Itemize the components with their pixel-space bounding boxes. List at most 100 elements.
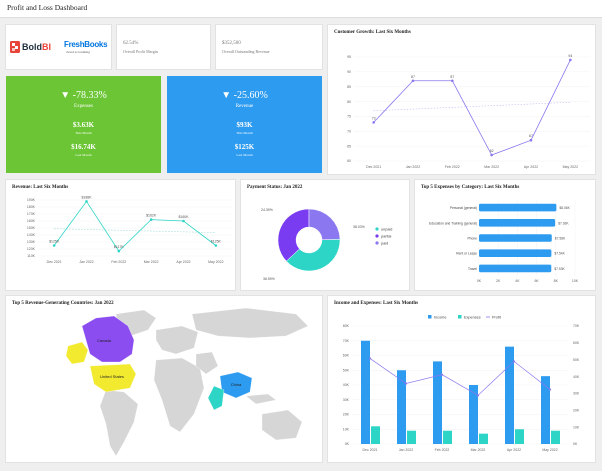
legend-label: Income	[434, 315, 446, 319]
data-label: $8.06K	[559, 206, 570, 210]
y-tick-label: 70K	[343, 339, 350, 343]
map-india	[207, 385, 225, 411]
y2-tick-label: 0K	[573, 442, 578, 446]
map-europe	[155, 325, 199, 355]
x-tick-label: 8K	[554, 279, 559, 283]
pie-slice	[277, 208, 310, 262]
y-tick-label: 120K	[27, 247, 36, 251]
income-bar	[505, 346, 514, 444]
y-tick-label: 60	[347, 159, 351, 163]
y-tick-label: 60K	[343, 354, 350, 358]
data-point	[117, 249, 121, 253]
category-label: Rent or Lease	[456, 252, 477, 256]
outstanding-revenue-card: $352,500 Overall Outstanding Revenue	[215, 24, 323, 70]
data-label: 62	[490, 149, 494, 153]
x-tick-label: May 2022	[208, 260, 223, 264]
category-label: Travel	[468, 267, 477, 271]
y-tick-label: 130K	[27, 240, 36, 244]
boldbi-logo	[10, 40, 20, 53]
map-label-china: China	[231, 382, 242, 387]
legend-label: paid	[381, 241, 388, 245]
income-bar	[541, 376, 550, 444]
income-expenses-card: Income and Expenses: Last Six Months 80K…	[327, 295, 596, 463]
legend-label: Expenses	[464, 315, 481, 319]
y-tick-label: 70	[347, 129, 351, 133]
expense-bar	[479, 264, 552, 273]
revenue-kpi-card: ▼ -25.60% Revenue $93K This Month $125K …	[167, 76, 322, 173]
revenue-this-month: $93K	[236, 121, 253, 129]
data-label: 67	[529, 134, 533, 138]
y-tick-label: 80K	[343, 324, 350, 328]
data-label: $160K	[178, 215, 189, 219]
data-label: 94	[568, 54, 572, 58]
expense-bar	[407, 430, 416, 444]
y-tick-label: 170K	[27, 212, 36, 216]
data-label: $7.58K	[555, 237, 566, 241]
expense-bar	[479, 234, 552, 242]
trend-line	[373, 101, 571, 112]
trend-line	[54, 228, 216, 233]
income-bar	[361, 340, 370, 444]
x-tick-label: Apr 2022	[524, 165, 538, 169]
map-middle-east	[195, 351, 219, 375]
data-label: $188K	[81, 195, 92, 199]
y2-tick-label: 10K	[573, 425, 580, 429]
expense-bar	[479, 203, 557, 212]
data-label: 87	[411, 75, 415, 79]
y-tick-label: 80	[347, 100, 351, 104]
y2-tick-label: 60K	[573, 341, 580, 345]
top-expenses-card: Top 5 Expenses by Category: Last Six Mon…	[414, 179, 596, 291]
expenses-last-month: $16.74K	[71, 143, 96, 151]
boldbi-logo-icon	[10, 41, 20, 53]
x-tick-label: 0K	[477, 279, 482, 283]
x-tick-label: Apr 2022	[507, 448, 521, 452]
y2-tick-label: 30K	[573, 392, 580, 396]
outstanding-revenue-label: Overall Outstanding Revenue	[222, 49, 270, 54]
data-point	[411, 79, 415, 83]
x-tick-label: 2K	[496, 279, 501, 283]
data-point	[149, 218, 153, 221]
profit-point	[440, 373, 444, 376]
expense-bar	[479, 433, 488, 444]
revenue-chart: 190K 180K 170K 160K 150K 140K 130K 120K 110K Dec …	[27, 195, 232, 264]
x-tick-label: Mar 2022	[144, 260, 159, 264]
down-arrow-icon: ▼	[221, 90, 232, 101]
profit-margin-value: 62.54%	[123, 41, 139, 46]
x-tick-label: Dec 2021	[363, 448, 378, 452]
map-label-usa: United States	[100, 374, 124, 379]
data-point	[182, 219, 185, 223]
data-label: $125K	[49, 240, 60, 244]
income-bar	[433, 361, 442, 444]
top-expenses-title: Top 5 Expenses by Category: Last Six Mon…	[421, 185, 520, 190]
payment-status-chart: 38.03% 36.59% 24.39% unpaid partial paid	[261, 208, 392, 281]
legend-label: partial	[381, 234, 391, 238]
y-tick-label: 85	[347, 85, 351, 89]
data-label: $117K	[114, 245, 125, 249]
data-point	[529, 138, 533, 142]
x-tick-label: Feb 2022	[435, 448, 450, 452]
y2-tick-label: 40K	[573, 375, 580, 379]
y-tick-label: 90	[347, 70, 351, 74]
map-russia	[191, 307, 309, 339]
expenses-label: Expenses	[74, 104, 93, 109]
category-label: Phone	[467, 237, 477, 241]
income-expenses-title: Income and Expenses: Last Six Months	[334, 301, 419, 306]
logos-card	[5, 24, 112, 70]
y-tick-label: 40K	[343, 383, 350, 387]
y-tick-label: 160K	[27, 219, 36, 223]
profit-point	[404, 382, 408, 385]
pie-slice	[308, 208, 341, 240]
y-tick-label: 95	[347, 55, 351, 59]
y-tick-label: 30K	[343, 398, 350, 402]
y2-tick-label: 70K	[573, 324, 580, 328]
x-tick-label: Mar 2022	[484, 165, 499, 169]
payment-status-card: Payment Status: Jan 2022 38.03% 36.59% 24.…	[240, 179, 410, 291]
x-tick-label: Jan 2022	[79, 260, 93, 264]
customer-growth-title: Customer Growth: Last Six Months	[334, 30, 411, 35]
expense-bar	[551, 430, 560, 444]
x-tick-label: Jan 2022	[399, 448, 413, 452]
x-tick-label: Feb 2022	[111, 260, 126, 264]
x-tick-label: 10K	[572, 279, 579, 283]
profit-point	[476, 394, 480, 397]
income-bar	[469, 385, 478, 444]
